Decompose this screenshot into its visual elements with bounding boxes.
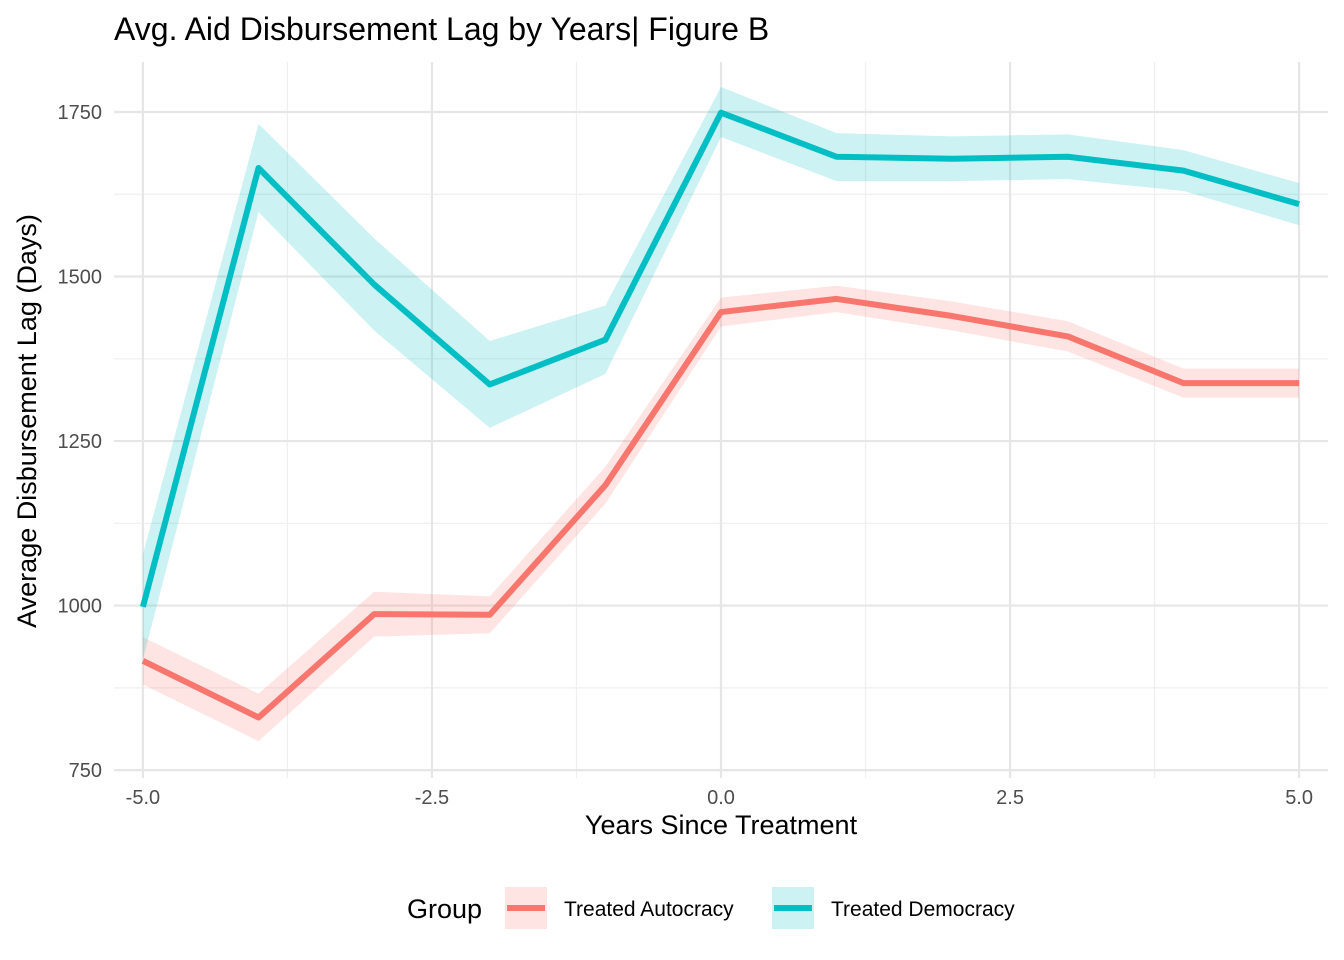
y-axis-title: Average Disbursement Lag (Days) [12, 214, 42, 628]
plot-area [114, 62, 1328, 778]
x-tick-label: 5.0 [1285, 787, 1313, 809]
treated-autocracy-ribbon [142, 285, 1300, 742]
chart-title: Avg. Aid Disbursement Lag by Years| Figu… [114, 11, 769, 47]
treated-democracy-line [140, 109, 1300, 608]
legend: Group Treated Autocracy Treated Democracy [407, 887, 1015, 929]
x-axis-title: Years Since Treatment [585, 810, 858, 840]
y-tick-label: 1000 [58, 596, 103, 618]
y-axis-tick-labels: 750 1000 1250 1500 1750 [58, 102, 103, 782]
x-tick-label: -2.5 [415, 787, 449, 809]
y-tick-label: 1250 [58, 431, 103, 453]
major-gridlines [114, 62, 1328, 778]
y-tick-label: 1500 [58, 267, 103, 289]
x-tick-label: 0.0 [707, 787, 735, 809]
x-tick-label: 2.5 [996, 787, 1024, 809]
x-axis-tick-labels: -5.0 -2.5 0.0 2.5 5.0 [126, 787, 1313, 809]
treated-democracy-ribbon [142, 87, 1300, 660]
y-tick-label: 1750 [58, 102, 103, 124]
legend-label-treated-democracy: Treated Democracy [831, 898, 1015, 921]
series-lines [140, 109, 1300, 721]
treated-autocracy-line [141, 295, 1300, 721]
legend-title: Group [407, 894, 482, 924]
confidence-ribbons [142, 87, 1300, 742]
legend-item-treated-autocracy: Treated Autocracy [505, 887, 734, 929]
legend-item-treated-democracy: Treated Democracy [772, 887, 1015, 929]
legend-label-treated-autocracy: Treated Autocracy [564, 898, 734, 921]
x-tick-label: -5.0 [126, 787, 160, 809]
legend-items: Treated Autocracy Treated Democracy [505, 887, 1015, 929]
y-tick-label: 750 [69, 760, 102, 782]
